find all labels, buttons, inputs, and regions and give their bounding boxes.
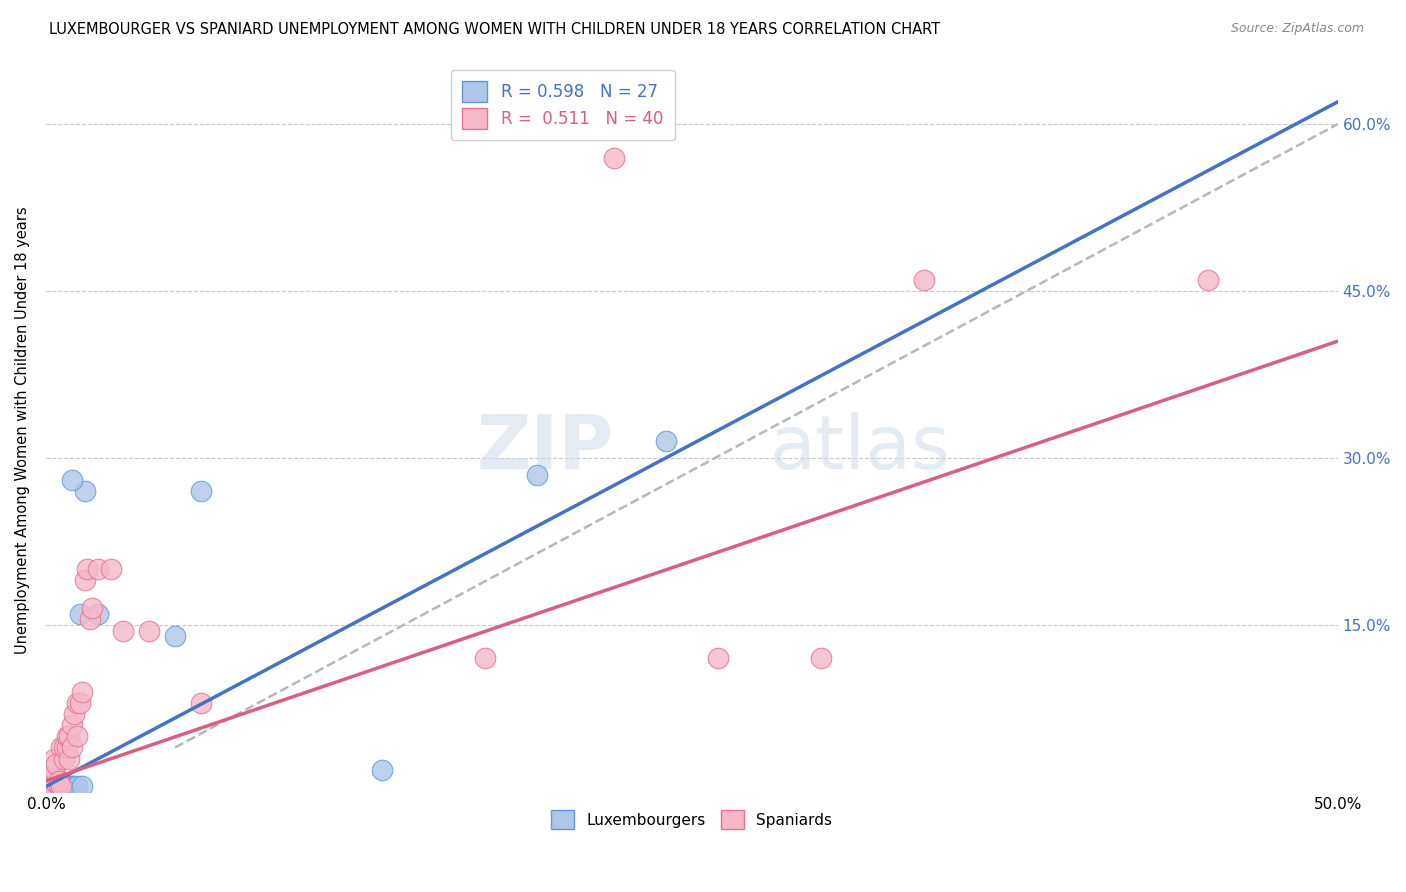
Y-axis label: Unemployment Among Women with Children Under 18 years: Unemployment Among Women with Children U… — [15, 206, 30, 654]
Point — [55, 785, 77, 799]
Point — [39, 780, 62, 794]
Point — [53, 785, 76, 799]
Point — [190, 696, 212, 710]
Point — [42, 763, 65, 777]
Point — [76, 562, 98, 576]
Point — [706, 651, 728, 665]
Point — [912, 273, 935, 287]
Point — [190, 484, 212, 499]
Point — [69, 607, 91, 621]
Point — [53, 751, 76, 765]
Text: LUXEMBOURGER VS SPANIARD UNEMPLOYMENT AMONG WOMEN WITH CHILDREN UNDER 18 YEARS C: LUXEMBOURGER VS SPANIARD UNEMPLOYMENT AM… — [49, 22, 941, 37]
Point — [66, 780, 89, 794]
Point — [73, 484, 96, 499]
Point — [603, 151, 626, 165]
Point — [70, 685, 93, 699]
Point — [42, 773, 65, 788]
Text: ZIP: ZIP — [477, 412, 614, 485]
Point — [655, 434, 678, 449]
Point — [60, 740, 83, 755]
Point — [58, 751, 80, 765]
Point — [48, 780, 70, 794]
Point — [474, 651, 496, 665]
Point — [138, 624, 160, 638]
Point — [35, 785, 58, 799]
Point — [58, 780, 80, 794]
Point — [86, 607, 108, 621]
Point — [48, 780, 70, 794]
Point — [35, 780, 58, 794]
Point — [39, 780, 62, 794]
Point — [63, 780, 86, 794]
Point — [66, 729, 89, 743]
Point — [45, 757, 67, 772]
Point — [38, 773, 60, 788]
Point — [48, 773, 70, 788]
Point — [51, 780, 73, 794]
Point — [70, 780, 93, 794]
Text: atlas: atlas — [769, 412, 950, 485]
Point — [38, 773, 60, 788]
Point — [1198, 273, 1220, 287]
Point — [63, 707, 86, 722]
Legend: Luxembourgers, Spaniards: Luxembourgers, Spaniards — [546, 804, 838, 835]
Point — [42, 780, 65, 794]
Point — [51, 785, 73, 799]
Point — [45, 780, 67, 794]
Point — [60, 473, 83, 487]
Point — [526, 467, 548, 482]
Point — [73, 574, 96, 588]
Point — [39, 763, 62, 777]
Point — [100, 562, 122, 576]
Point — [165, 629, 187, 643]
Point — [60, 718, 83, 732]
Point — [53, 740, 76, 755]
Point — [66, 696, 89, 710]
Point — [69, 696, 91, 710]
Point — [42, 751, 65, 765]
Point — [55, 729, 77, 743]
Point — [55, 740, 77, 755]
Point — [82, 601, 104, 615]
Point — [79, 612, 101, 626]
Point — [38, 785, 60, 799]
Point — [51, 740, 73, 755]
Point — [48, 780, 70, 794]
Point — [810, 651, 832, 665]
Point — [112, 624, 135, 638]
Point — [42, 773, 65, 788]
Point — [60, 780, 83, 794]
Point — [86, 562, 108, 576]
Point — [371, 763, 394, 777]
Point — [35, 780, 58, 794]
Point — [58, 729, 80, 743]
Text: Source: ZipAtlas.com: Source: ZipAtlas.com — [1230, 22, 1364, 36]
